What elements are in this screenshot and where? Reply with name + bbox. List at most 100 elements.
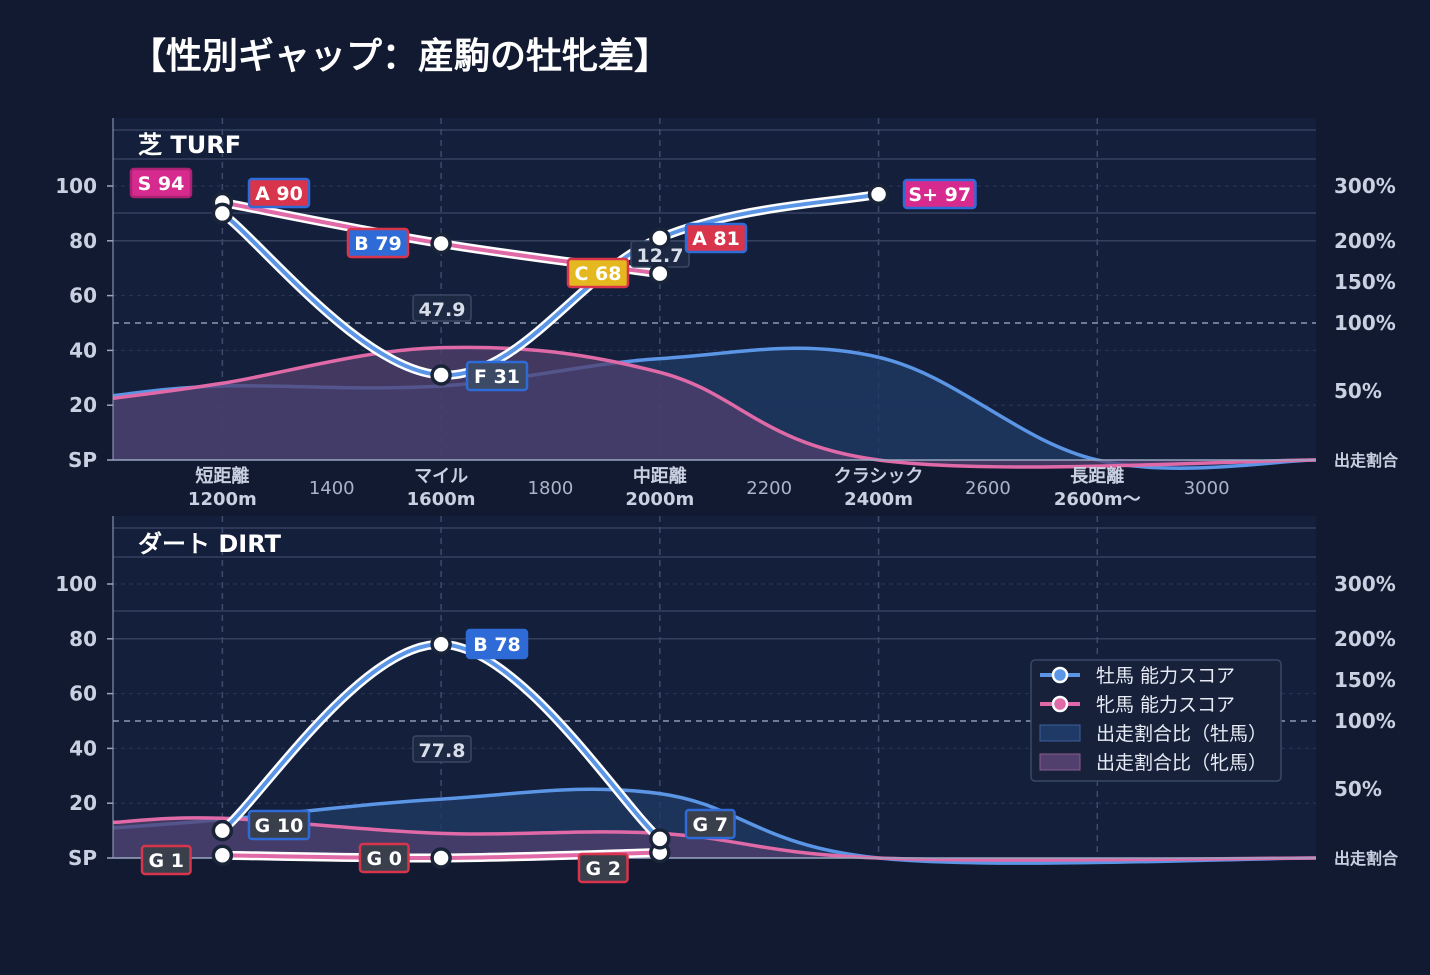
right-tick-label: 50% [1334, 379, 1382, 403]
y-tick-label: 60 [69, 682, 97, 706]
x-category-sublabel: 2600m〜 [1054, 489, 1141, 510]
right-tick-label: 300% [1334, 174, 1396, 198]
right-tick-label: 100% [1334, 709, 1396, 733]
rank-badge-text: B 79 [354, 233, 402, 255]
legend-female-ratio-label: 出走割合比（牝馬） [1096, 752, 1267, 774]
legend-box [1030, 659, 1282, 782]
x-minor-tick: 2600 [965, 478, 1011, 499]
rank-badge: S 94 [129, 167, 193, 199]
x-category-sublabel: 1600m [407, 489, 476, 510]
x-category-label: 長距離 [1070, 465, 1124, 487]
right-tick-label: 50% [1334, 777, 1382, 801]
panel-title: 芝 TURF [138, 131, 241, 159]
gap-label-text: 77.8 [419, 740, 466, 762]
y-tick-label: SP [68, 846, 97, 870]
y-tick-label: 100 [55, 174, 97, 198]
rank-badge: B 79 [346, 227, 410, 259]
rank-badge-text: F 31 [474, 366, 520, 388]
rank-badge: F 31 [465, 360, 529, 392]
gap-label: 47.9 [412, 294, 472, 322]
rank-badge-text: G 0 [367, 848, 402, 870]
score-point-male [430, 633, 452, 656]
ratio-line-female [112, 345, 1317, 469]
rank-badge-text: S+ 97 [908, 184, 971, 206]
x-minor-tick: 1400 [309, 478, 355, 499]
chart-title: 【性別ギャップ：産駒の牡牝差】 [130, 36, 670, 77]
x-minor-tick: 3000 [1184, 478, 1230, 499]
rank-badge-text: B 78 [473, 634, 521, 656]
right-tick-label: 150% [1334, 668, 1396, 692]
y-tick-label: 40 [69, 338, 97, 362]
legend-male-score-marker [1051, 666, 1069, 684]
x-category-sublabel: 2400m [844, 489, 913, 510]
score-point-female [430, 232, 452, 255]
legend-female-ratio-swatch [1039, 753, 1081, 771]
score-point-male [867, 183, 890, 205]
rank-badge: G 10 [247, 809, 311, 841]
right-tick-label: 300% [1334, 572, 1396, 596]
ratio-area-female [113, 817, 1316, 860]
x-category-label: マイル [414, 466, 468, 487]
x-category-sublabel: 2000m [625, 489, 694, 510]
y-tick-label: 80 [69, 229, 97, 253]
right-axis-label: 出走割合 [1334, 849, 1399, 868]
rank-badge-text: C 68 [575, 263, 622, 285]
rank-badge: S+ 97 [902, 178, 977, 210]
rank-badge: A 90 [247, 177, 311, 209]
gap-label: 77.8 [412, 735, 472, 763]
rank-badge: G 2 [577, 852, 629, 884]
legend-male-ratio-swatch [1039, 724, 1081, 742]
score-point-male [649, 227, 671, 249]
score-point-male [430, 364, 452, 386]
rank-badge-text: G 10 [255, 815, 304, 837]
right-tick-label: 150% [1334, 270, 1396, 294]
score-point-male [211, 819, 234, 842]
right-axis-label: 出走割合 [1334, 451, 1399, 470]
panel-title: ダート DIRT [138, 530, 282, 558]
right-tick-label: 100% [1334, 311, 1396, 335]
x-category-label: クラシック [834, 466, 924, 487]
legend-female-score-marker [1051, 695, 1069, 713]
y-tick-label: 20 [69, 393, 97, 417]
right-tick-label: 200% [1334, 229, 1396, 253]
gap-label-text: 12.7 [637, 245, 684, 267]
rank-badge: B 78 [465, 628, 529, 660]
rank-badge-text: A 81 [692, 228, 740, 250]
turf-panel: SP2040608010050%100%150%200%300%出走割合短距離1… [55, 118, 1399, 510]
score-line-male [221, 192, 879, 378]
rank-badge-text: G 1 [149, 850, 184, 872]
y-tick-label: 60 [69, 284, 97, 308]
y-tick-label: 100 [55, 572, 97, 596]
right-tick-label: 200% [1334, 627, 1396, 651]
x-category-label: 短距離 [195, 465, 249, 487]
y-tick-label: SP [68, 448, 97, 472]
score-point-female [211, 844, 234, 867]
score-point-male [649, 828, 671, 850]
ratio-area-female [113, 347, 1316, 468]
rank-badge-text: G 7 [693, 814, 728, 836]
legend-male-ratio-label: 出走割合比（牡馬） [1096, 723, 1267, 745]
y-tick-label: 80 [69, 627, 97, 651]
rank-badge: G 1 [140, 844, 192, 876]
x-category-label: 中距離 [633, 465, 687, 487]
legend-male-score-label: 牡馬 能力スコア [1096, 665, 1235, 687]
rank-badge-text: G 2 [586, 858, 621, 880]
x-minor-tick: 2200 [746, 478, 792, 499]
rank-badge: G 7 [684, 808, 736, 840]
gap-label-text: 47.9 [419, 299, 466, 321]
legend-female-score-label: 牝馬 能力スコア [1096, 694, 1235, 716]
score-point-male [211, 202, 234, 225]
y-tick-label: 40 [69, 736, 97, 760]
x-category-sublabel: 1200m [188, 489, 257, 510]
rank-badge-text: A 90 [255, 183, 303, 205]
score-point-female [649, 262, 671, 285]
x-minor-tick: 1800 [528, 478, 574, 499]
rank-badge: G 0 [358, 842, 410, 874]
score-point-female [430, 847, 452, 869]
rank-badge: C 68 [566, 257, 630, 289]
rank-badge: A 81 [684, 222, 748, 254]
y-tick-label: 20 [69, 791, 97, 815]
rank-badge-text: S 94 [138, 173, 185, 195]
